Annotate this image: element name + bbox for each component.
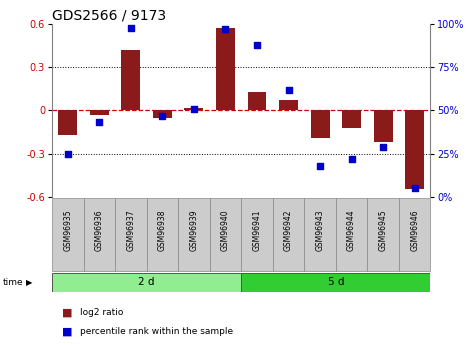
Text: GSM96935: GSM96935 (63, 209, 72, 251)
Text: GSM96938: GSM96938 (158, 209, 167, 251)
Point (64, 151, 71, 156)
Point (190, 106, 198, 111)
Text: 5 d: 5 d (328, 277, 344, 287)
Bar (90, 110, 109, 115)
Bar (405, 110, 424, 189)
Text: GSM96942: GSM96942 (284, 209, 293, 251)
Bar (241, 273, 430, 292)
Text: GSM96944: GSM96944 (347, 209, 356, 251)
Text: ■: ■ (61, 307, 72, 317)
Bar (52, 273, 241, 292)
Text: ■: ■ (61, 326, 72, 336)
Bar (58, 110, 77, 135)
Point (348, 156, 355, 161)
Bar (216, 29, 235, 110)
Point (285, 87, 292, 92)
Bar (84, 198, 115, 271)
Point (411, 185, 419, 191)
Text: GSM96940: GSM96940 (221, 209, 230, 251)
Bar (304, 198, 336, 271)
Bar (342, 110, 361, 128)
Point (96, 120, 103, 125)
Bar (147, 198, 178, 271)
Text: GSM96945: GSM96945 (378, 209, 388, 251)
Point (158, 113, 166, 118)
Bar (273, 198, 304, 271)
Point (253, 42, 261, 48)
Bar (279, 100, 298, 110)
Point (379, 144, 387, 149)
Text: GSM96936: GSM96936 (95, 209, 104, 251)
Text: GSM96937: GSM96937 (126, 209, 135, 251)
Text: GSM96939: GSM96939 (189, 209, 199, 251)
Bar (399, 198, 430, 271)
Text: percentile rank within the sample: percentile rank within the sample (80, 327, 234, 336)
Point (222, 27, 229, 32)
Bar (52, 198, 84, 271)
Text: ▶: ▶ (26, 277, 33, 287)
Text: 2 d: 2 d (139, 277, 155, 287)
Text: GSM96941: GSM96941 (253, 209, 262, 251)
Text: log2 ratio: log2 ratio (80, 308, 124, 317)
Bar (184, 108, 203, 110)
Bar (241, 198, 273, 271)
Bar (178, 198, 210, 271)
Text: time: time (2, 277, 23, 287)
Point (316, 163, 324, 168)
Text: GSM96943: GSM96943 (315, 209, 324, 251)
Text: GSM96946: GSM96946 (410, 209, 419, 251)
Bar (311, 110, 330, 138)
Point (127, 25, 135, 30)
Bar (374, 110, 393, 142)
Bar (247, 92, 266, 110)
Bar (210, 198, 241, 271)
Bar (368, 198, 399, 271)
Bar (122, 50, 140, 110)
Bar (153, 110, 172, 118)
Text: GDS2566 / 9173: GDS2566 / 9173 (52, 9, 166, 23)
Bar (336, 198, 368, 271)
Bar (115, 198, 147, 271)
